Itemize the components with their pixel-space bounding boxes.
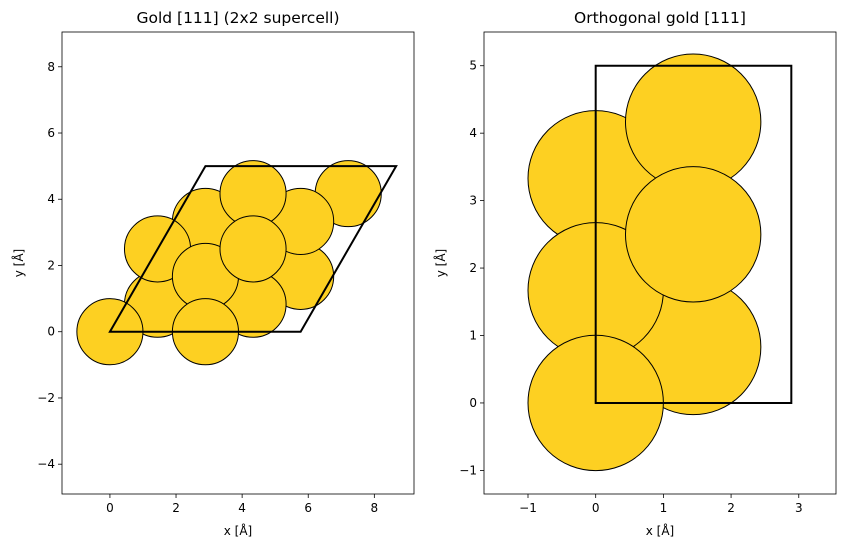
y-axis-ticks: −1 0 1 2 3 4 5 xyxy=(459,59,484,477)
atom xyxy=(219,215,287,283)
x-axis-label: x [Å] xyxy=(646,523,675,538)
panel-orthogonal-gold-111: Orthogonal gold [111] −1 0 1 2 3 −1 0 1 2 3 4 5 x … xyxy=(433,9,837,538)
y-axis-label: y [Å] xyxy=(433,249,448,278)
x-tick-label: 2 xyxy=(727,501,735,515)
y-tick-label: 5 xyxy=(469,59,477,73)
x-tick-label: 0 xyxy=(592,501,600,515)
y-tick-label: 2 xyxy=(469,261,477,275)
y-tick-label: −2 xyxy=(37,391,55,405)
y-axis-label: y [Å] xyxy=(11,249,26,278)
axes-frame xyxy=(61,31,415,495)
x-axis-ticks: −1 0 1 2 3 xyxy=(519,494,803,515)
x-tick-label: 0 xyxy=(106,501,114,515)
y-tick-label: 3 xyxy=(469,194,477,208)
x-tick-label: 2 xyxy=(172,501,180,515)
atom-layer xyxy=(527,53,762,472)
chart-title: Orthogonal gold [111] xyxy=(574,9,746,27)
unit-cell-outline xyxy=(108,165,398,333)
axes-frame xyxy=(483,31,837,495)
x-tick-label: 1 xyxy=(660,501,668,515)
x-tick-label: 8 xyxy=(371,501,379,515)
y-tick-label: 0 xyxy=(469,396,477,410)
atom xyxy=(624,166,762,303)
x-tick-label: 4 xyxy=(238,501,246,515)
panel-gold-111-supercell: Gold [111] (2x2 supercell) 0 2 4 6 8 −4 −2 0 2 4… xyxy=(11,9,415,538)
unit-cell-outline xyxy=(594,64,793,404)
y-tick-label: −1 xyxy=(459,463,477,477)
y-tick-label: 0 xyxy=(47,325,55,339)
y-tick-label: 1 xyxy=(469,329,477,343)
x-axis-label: x [Å] xyxy=(224,523,253,538)
x-tick-label: 6 xyxy=(304,501,312,515)
y-tick-label: 4 xyxy=(47,192,55,206)
y-tick-label: −4 xyxy=(37,457,55,471)
x-tick-label: 3 xyxy=(795,501,803,515)
x-tick-label: −1 xyxy=(519,501,537,515)
y-tick-label: 4 xyxy=(469,126,477,140)
chart-title: Gold [111] (2x2 supercell) xyxy=(136,9,339,27)
x-axis-ticks: 0 2 4 6 8 xyxy=(106,494,378,515)
y-axis-ticks: −4 −2 0 2 4 6 8 xyxy=(37,60,62,471)
y-tick-label: 6 xyxy=(47,126,55,140)
y-tick-label: 8 xyxy=(47,60,55,74)
y-tick-label: 2 xyxy=(47,258,55,272)
